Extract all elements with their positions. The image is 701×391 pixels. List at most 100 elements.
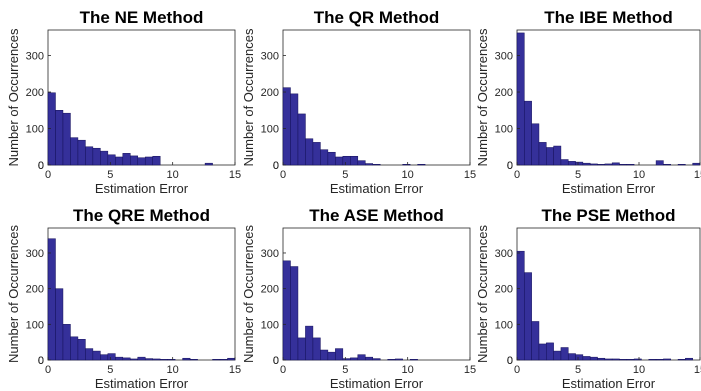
y-axis-label: Number of Occurrences [241, 225, 256, 363]
histogram-bar [305, 138, 314, 166]
y-tick-label: 100 [261, 124, 279, 136]
histogram-bar [47, 238, 56, 361]
x-tick-label: 10 [633, 169, 645, 181]
x-tick-label: 15 [229, 169, 241, 181]
histogram-bar [372, 164, 381, 166]
chart-title: The QRE Method [73, 206, 210, 225]
histogram-bar [357, 160, 366, 166]
y-tick-label: 0 [273, 355, 279, 367]
x-tick-label: 10 [402, 169, 414, 181]
x-tick-label: 0 [514, 364, 520, 376]
y-tick-label: 0 [273, 160, 279, 172]
x-axis-label: Estimation Error [330, 181, 424, 196]
histogram-bar [290, 266, 299, 361]
histogram-bar [589, 356, 598, 361]
x-axis-label: Estimation Error [95, 376, 189, 391]
x-tick-label: 5 [342, 169, 348, 181]
histogram-bar [394, 358, 403, 361]
histogram-bar [516, 32, 525, 166]
histogram-bar [312, 337, 321, 361]
histogram-bar [567, 161, 576, 166]
x-tick-label: 0 [280, 364, 286, 376]
histogram-bar [560, 159, 569, 166]
chart-title: The PSE Method [541, 206, 675, 225]
histogram-bar [327, 151, 336, 166]
x-axis-label: Estimation Error [562, 181, 656, 196]
histogram-bar [282, 260, 291, 361]
histogram-bar [357, 354, 366, 361]
y-tick-label: 200 [261, 284, 279, 296]
histogram-bar [597, 357, 606, 361]
histogram-bar [626, 164, 635, 166]
histogram-bar [560, 347, 569, 361]
histogram-bar [387, 359, 396, 361]
x-tick-label: 0 [45, 364, 51, 376]
y-tick-label: 0 [507, 355, 513, 367]
histogram-bar [589, 163, 598, 166]
x-tick-label: 5 [575, 364, 581, 376]
histogram-bar [575, 161, 584, 166]
y-tick-label: 300 [26, 248, 44, 260]
histogram-bar [611, 162, 620, 166]
y-axis-label: Number of Occurrences [241, 28, 256, 166]
y-tick-label: 0 [507, 355, 513, 367]
y-tick-label: 200 [495, 284, 513, 296]
histogram-bar [62, 112, 71, 166]
histogram-bar [372, 358, 381, 361]
histogram-bar [582, 162, 591, 166]
histogram-bar [611, 358, 620, 361]
histogram-bar [553, 350, 562, 361]
histogram-bar [604, 163, 613, 166]
y-tick-label: 0 [38, 355, 44, 367]
x-tick-label: 15 [464, 169, 476, 181]
histogram-bar [227, 357, 236, 361]
histogram-bar [115, 356, 124, 361]
x-tick-label: 10 [167, 169, 179, 181]
x-tick-label: 5 [342, 364, 348, 376]
histogram-bar [305, 325, 314, 361]
histogram-bar [546, 342, 554, 361]
histogram-bar [677, 359, 686, 361]
histogram-bar [342, 155, 351, 166]
y-axis-label: Number of Occurrences [475, 28, 490, 166]
histogram-bar [342, 358, 351, 361]
histogram-bar [92, 350, 101, 361]
histogram-bar [402, 164, 411, 166]
histogram-bar [122, 153, 131, 166]
histogram-bar [55, 288, 64, 361]
histogram-bar [531, 321, 540, 361]
y-tick-label: 0 [38, 160, 44, 172]
y-tick-label: 100 [495, 124, 513, 136]
y-tick-label: 0 [273, 160, 279, 172]
histogram-bar [152, 358, 161, 361]
histogram-bar [182, 357, 191, 361]
histogram-bar [677, 164, 686, 166]
x-tick-label: 10 [402, 364, 414, 376]
x-tick-label: 15 [229, 364, 241, 376]
histogram-bar [597, 164, 606, 166]
histogram-bar [152, 155, 161, 166]
x-tick-label: 10 [167, 364, 179, 376]
x-tick-label: 0 [280, 169, 286, 181]
histogram-bar [107, 353, 116, 361]
y-axis-label: Number of Occurrences [475, 225, 490, 363]
histogram-bar [282, 87, 291, 166]
histogram-bar [204, 162, 213, 166]
histogram-bar [350, 155, 359, 166]
histogram-bar [655, 359, 664, 361]
histogram-bar [320, 149, 329, 166]
histogram-bar [524, 100, 532, 166]
y-tick-label: 200 [261, 87, 279, 99]
y-tick-label: 0 [507, 160, 513, 172]
y-tick-label: 0 [38, 355, 44, 367]
x-tick-label: 15 [464, 364, 476, 376]
x-tick-label: 15 [694, 364, 701, 376]
x-tick-label: 5 [107, 169, 113, 181]
histogram-bar [567, 353, 576, 361]
histogram-bar [189, 359, 198, 361]
histogram-bar [100, 354, 109, 361]
histogram-bar [219, 359, 228, 361]
